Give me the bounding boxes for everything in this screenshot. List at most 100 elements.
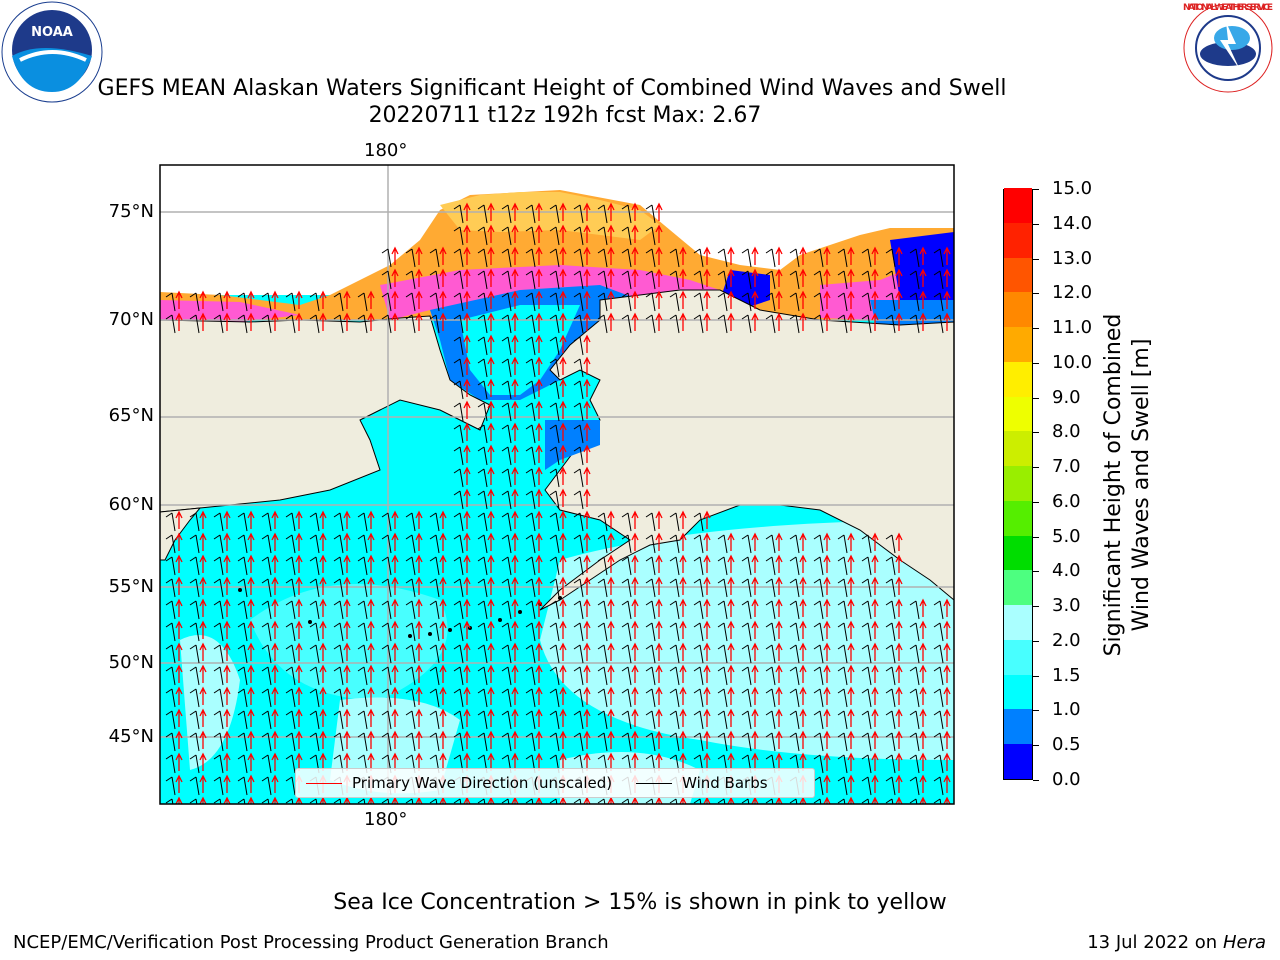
wave-direction-arrow xyxy=(607,796,615,804)
wave-direction-arrow xyxy=(847,774,855,793)
wave-direction-arrow xyxy=(583,334,591,353)
wind-barb xyxy=(405,578,416,598)
wave-direction-arrow xyxy=(535,686,543,705)
wind-barb xyxy=(693,556,704,576)
wave-direction-arrow xyxy=(295,312,303,331)
wind-barb xyxy=(501,314,512,334)
wave-direction-arrow xyxy=(655,554,663,573)
wind-barb xyxy=(573,644,584,664)
wave-direction-arrow xyxy=(727,268,735,287)
wave-direction-arrow xyxy=(583,246,591,265)
wind-barb xyxy=(261,600,272,620)
wave-direction-arrow xyxy=(247,290,255,309)
wind-barb xyxy=(933,710,944,730)
wind-barb xyxy=(741,248,752,268)
wave-direction-arrow xyxy=(247,730,255,749)
wind-barb xyxy=(573,248,584,268)
wave-direction-arrow xyxy=(271,708,279,727)
wind-barb xyxy=(525,710,536,730)
wind-barb xyxy=(549,732,560,752)
wind-barb xyxy=(405,292,416,312)
wind-barb xyxy=(453,204,464,224)
wind-barb xyxy=(621,556,632,576)
wave-direction-arrow xyxy=(343,510,351,529)
wave-direction-arrow xyxy=(415,686,423,705)
colorbar-tick-label: 0.5 xyxy=(1052,734,1081,756)
wind-barb xyxy=(861,248,872,268)
wave-direction-arrow xyxy=(607,576,615,595)
wave-direction-arrow xyxy=(871,554,879,573)
wind-barb xyxy=(453,336,464,356)
wind-barb xyxy=(789,248,800,268)
wind-barbs xyxy=(165,204,944,804)
wind-barb xyxy=(933,292,944,312)
wave-direction-arrow xyxy=(391,554,399,573)
wind-barb xyxy=(501,798,510,804)
wind-barb xyxy=(597,248,608,268)
wind-barb xyxy=(165,622,176,642)
colorbar-segment xyxy=(1004,639,1032,675)
wave-direction-arrow xyxy=(583,510,591,529)
wind-barb xyxy=(405,556,416,576)
wind-barb xyxy=(717,556,728,576)
wave-direction-arrow xyxy=(439,576,447,595)
wave-direction-arrow xyxy=(511,686,519,705)
wave-direction-arrow xyxy=(199,730,207,749)
wave-direction-arrow xyxy=(487,554,495,573)
wave-direction-arrow xyxy=(295,532,303,551)
wind-barb xyxy=(525,512,536,532)
wind-barb xyxy=(621,512,632,532)
wind-barb xyxy=(621,732,632,752)
wave-direction-arrow xyxy=(895,268,903,287)
wave-direction-arrow xyxy=(367,620,375,639)
wind-barb xyxy=(453,710,464,730)
wind-barb xyxy=(573,270,584,290)
wave-direction-arrow xyxy=(751,796,759,804)
wave-direction-arrow xyxy=(511,202,519,221)
wind-barb xyxy=(549,578,560,598)
wind-barb xyxy=(789,314,800,334)
wind-barb xyxy=(501,380,512,400)
wind-barb xyxy=(525,622,536,642)
wind-barb xyxy=(501,424,512,444)
wind-barb xyxy=(453,424,464,444)
colorbar-tick-label: 12.0 xyxy=(1052,282,1093,304)
wave-direction-arrow xyxy=(247,686,255,705)
wave-direction-arrow xyxy=(727,598,735,617)
wave-direction-arrow xyxy=(223,774,231,793)
wave-direction-arrow xyxy=(583,202,591,221)
wave-direction-arrow xyxy=(535,312,543,331)
wind-barb xyxy=(669,798,678,804)
wind-barb xyxy=(381,600,392,620)
wave-direction-arrow xyxy=(559,620,567,639)
wave-direction-arrow xyxy=(535,708,543,727)
wind-barb xyxy=(525,468,536,488)
wind-barb xyxy=(453,314,464,334)
wave-direction-arrow xyxy=(559,796,567,804)
wave-direction-arrow xyxy=(271,730,279,749)
wave-direction-arrow xyxy=(655,268,663,287)
wave-direction-arrow xyxy=(823,664,831,683)
wave-direction-arrow xyxy=(295,598,303,617)
wave-direction-arrow xyxy=(175,312,183,331)
wind-barb xyxy=(669,512,680,532)
wave-direction-arrow xyxy=(199,774,207,793)
wind-barb xyxy=(477,314,488,334)
wind-barb xyxy=(477,512,488,532)
wave-direction-arrow xyxy=(247,554,255,573)
lat-label-55: 55°N xyxy=(108,576,154,597)
wind-barb xyxy=(237,666,248,686)
wind-barb xyxy=(333,732,344,752)
wave-direction-arrow xyxy=(343,598,351,617)
wind-barb xyxy=(933,644,944,664)
wind-barb xyxy=(477,688,488,708)
wind-barb xyxy=(813,248,824,268)
wind-barb xyxy=(741,644,752,664)
wind-barb xyxy=(405,798,414,804)
wave-direction-arrow xyxy=(271,554,279,573)
wave-direction-arrow xyxy=(199,708,207,727)
wind-barb xyxy=(789,556,800,576)
colorbar-segment xyxy=(1004,709,1032,745)
wave-direction-arrow xyxy=(679,642,687,661)
